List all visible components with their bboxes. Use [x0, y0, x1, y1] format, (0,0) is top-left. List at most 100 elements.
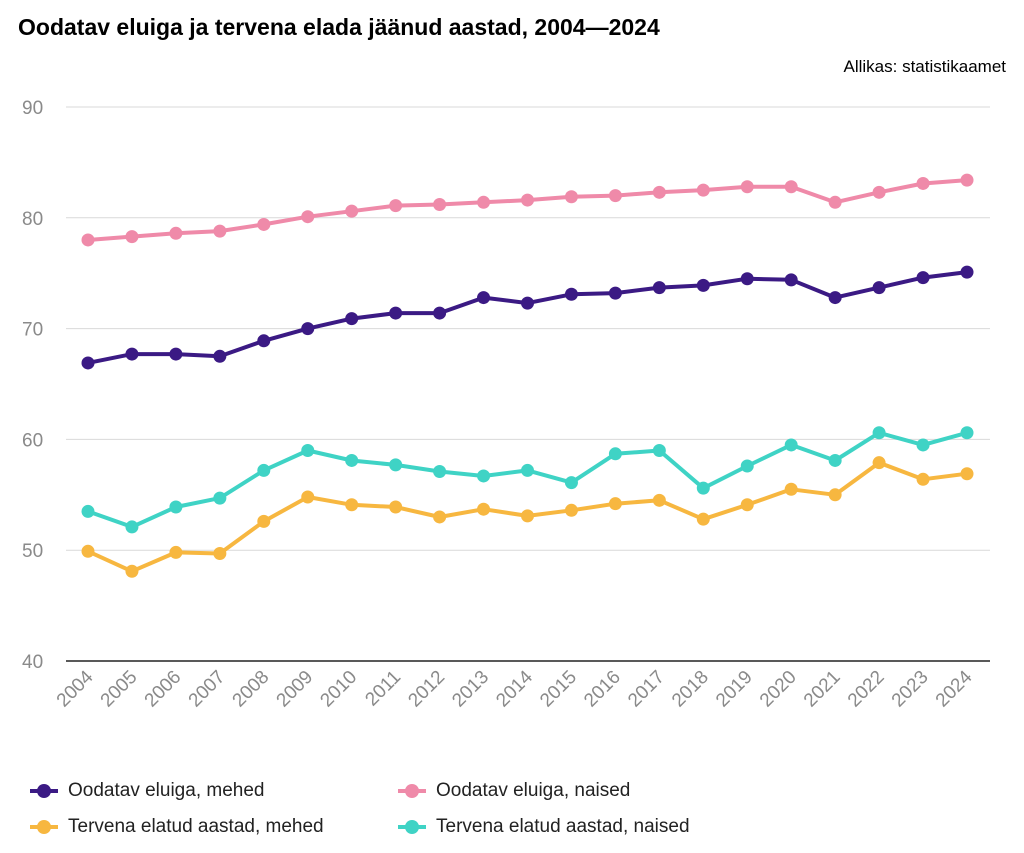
- data-point[interactable]: [125, 520, 139, 534]
- series-0: [81, 265, 974, 370]
- data-point[interactable]: [213, 224, 227, 238]
- data-point[interactable]: [433, 465, 447, 479]
- data-point[interactable]: [652, 493, 666, 507]
- data-point[interactable]: [521, 463, 534, 477]
- data-point[interactable]: [916, 438, 930, 452]
- data-point[interactable]: [740, 459, 754, 473]
- legend-label: Tervena elatud aastad, naised: [436, 816, 690, 837]
- data-point[interactable]: [169, 347, 183, 361]
- data-point[interactable]: [872, 281, 886, 295]
- legend-item[interactable]: Tervena elatud aastad, mehed: [30, 816, 324, 838]
- data-point[interactable]: [828, 453, 842, 467]
- data-point[interactable]: [960, 265, 974, 279]
- data-point[interactable]: [389, 500, 403, 514]
- data-point[interactable]: [477, 469, 491, 483]
- gridlines: [66, 106, 990, 662]
- data-point[interactable]: [784, 180, 798, 194]
- data-point[interactable]: [81, 356, 95, 370]
- data-point[interactable]: [125, 564, 139, 578]
- legend-item[interactable]: Oodatav eluiga, mehed: [30, 780, 264, 802]
- data-point[interactable]: [477, 291, 491, 305]
- x-tick-label: 2005: [97, 667, 142, 712]
- data-point[interactable]: [608, 189, 622, 203]
- data-point[interactable]: [960, 173, 974, 187]
- data-point[interactable]: [169, 226, 183, 240]
- data-point[interactable]: [696, 512, 710, 526]
- data-point[interactable]: [564, 190, 578, 204]
- data-point[interactable]: [960, 426, 974, 440]
- data-point[interactable]: [345, 312, 359, 326]
- data-point[interactable]: [301, 322, 315, 336]
- data-point[interactable]: [696, 278, 710, 292]
- data-point[interactable]: [652, 281, 666, 295]
- data-point[interactable]: [740, 498, 754, 512]
- data-point[interactable]: [81, 544, 95, 558]
- data-point[interactable]: [257, 463, 271, 477]
- data-point[interactable]: [257, 514, 271, 528]
- data-point[interactable]: [433, 198, 447, 212]
- data-point[interactable]: [433, 510, 447, 524]
- data-point[interactable]: [521, 193, 534, 207]
- data-point[interactable]: [564, 476, 578, 490]
- data-point[interactable]: [433, 306, 447, 320]
- data-point[interactable]: [169, 545, 183, 559]
- data-point[interactable]: [960, 467, 974, 481]
- data-point[interactable]: [389, 199, 403, 213]
- x-tick-label: 2015: [536, 667, 581, 712]
- data-point[interactable]: [652, 185, 666, 199]
- data-point[interactable]: [125, 347, 139, 361]
- data-point[interactable]: [345, 453, 359, 467]
- data-point[interactable]: [257, 217, 271, 231]
- data-point[interactable]: [784, 438, 798, 452]
- data-point[interactable]: [916, 176, 930, 190]
- data-point[interactable]: [608, 447, 622, 461]
- data-point[interactable]: [521, 296, 534, 310]
- legend-item[interactable]: Oodatav eluiga, naised: [398, 780, 630, 802]
- x-tick-label: 2016: [580, 667, 625, 712]
- data-point[interactable]: [389, 458, 403, 472]
- data-point[interactable]: [828, 291, 842, 305]
- data-point[interactable]: [301, 490, 315, 504]
- data-point[interactable]: [213, 491, 227, 505]
- data-point[interactable]: [169, 500, 183, 514]
- data-point[interactable]: [81, 233, 95, 247]
- data-point[interactable]: [652, 443, 666, 457]
- data-point[interactable]: [784, 482, 798, 496]
- data-point[interactable]: [345, 204, 359, 218]
- data-point[interactable]: [477, 502, 491, 516]
- data-point[interactable]: [521, 509, 534, 523]
- data-point[interactable]: [564, 503, 578, 517]
- data-point[interactable]: [477, 195, 491, 209]
- data-point[interactable]: [828, 488, 842, 502]
- data-point[interactable]: [125, 230, 139, 244]
- data-point[interactable]: [345, 498, 359, 512]
- data-point[interactable]: [916, 472, 930, 486]
- data-point[interactable]: [257, 334, 271, 348]
- x-tick-label: 2017: [624, 667, 669, 712]
- chart-title: Oodatav eluiga ja tervena elada jäänud a…: [18, 14, 660, 40]
- data-point[interactable]: [213, 349, 227, 363]
- data-point[interactable]: [608, 497, 622, 511]
- data-point[interactable]: [740, 180, 754, 194]
- data-point[interactable]: [696, 481, 710, 495]
- data-point[interactable]: [301, 443, 315, 457]
- data-point[interactable]: [916, 271, 930, 285]
- data-point[interactable]: [872, 456, 886, 470]
- data-point[interactable]: [213, 547, 227, 561]
- data-point[interactable]: [740, 272, 754, 286]
- x-tick-label: 2023: [888, 667, 933, 712]
- legend-item[interactable]: Tervena elatud aastad, naised: [398, 816, 690, 838]
- legend-label: Oodatav eluiga, naised: [436, 780, 631, 801]
- x-tick-label: 2024: [932, 666, 977, 711]
- data-point[interactable]: [872, 426, 886, 440]
- data-point[interactable]: [389, 306, 403, 320]
- data-point[interactable]: [301, 210, 315, 224]
- data-point[interactable]: [81, 504, 95, 518]
- data-point[interactable]: [784, 273, 798, 287]
- data-point[interactable]: [828, 195, 842, 209]
- data-point[interactable]: [872, 185, 886, 199]
- data-point[interactable]: [696, 183, 710, 197]
- data-point[interactable]: [564, 287, 578, 301]
- series-lines: [81, 173, 974, 578]
- data-point[interactable]: [608, 286, 622, 300]
